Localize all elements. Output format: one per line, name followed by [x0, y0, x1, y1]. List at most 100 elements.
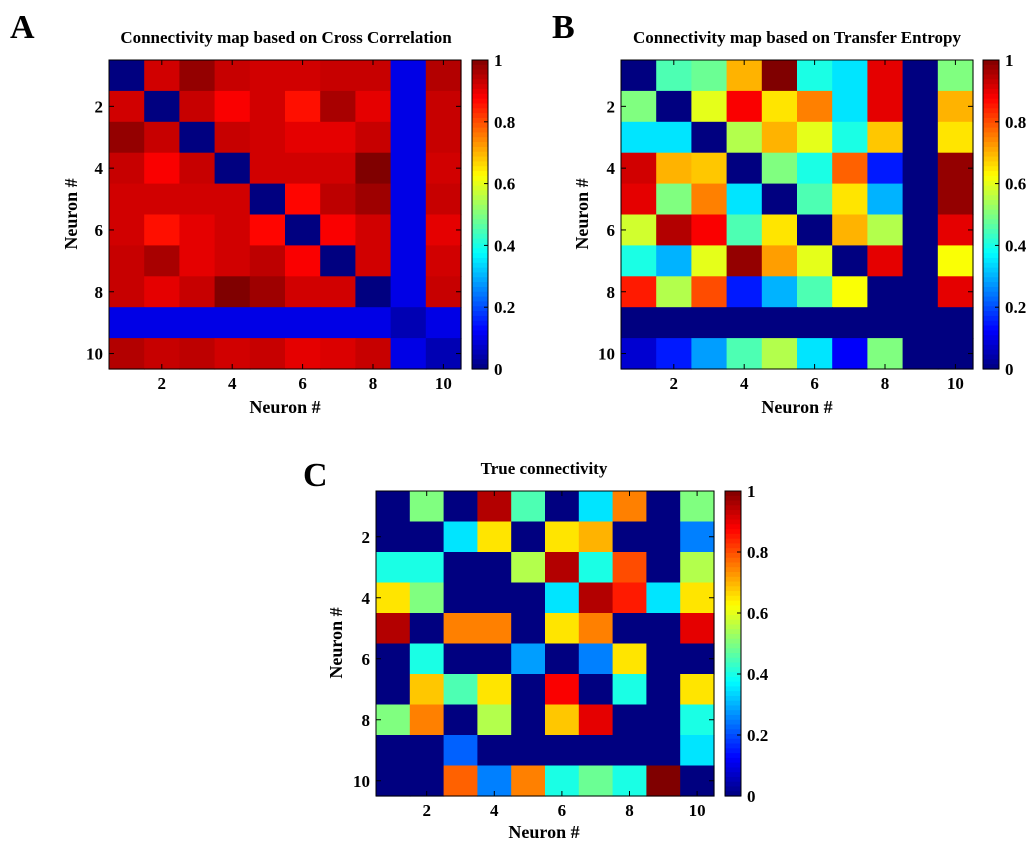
colorbar-segment: [472, 195, 488, 201]
colorbar-segment: [983, 209, 999, 216]
colorbar-segment: [725, 791, 741, 797]
colorbar-segment: [472, 142, 488, 148]
heatmap-cell-r10-c3: [691, 338, 728, 370]
heatmap-cell-r8-c6: [285, 276, 321, 308]
heatmap-cell-r8-c5: [249, 276, 286, 308]
heatmap-cell-r6-c6: [285, 214, 321, 246]
colorbar-segment: [725, 729, 741, 735]
plot-frame: [375, 490, 715, 797]
colorbar-segment: [725, 505, 741, 511]
colorbar-segment: [983, 277, 999, 283]
heatmap-cell-r6-c8: [612, 643, 647, 675]
colorbar-segment: [983, 84, 999, 90]
colorbar-segment: [725, 524, 741, 530]
heatmap-cell-r5-c10: [937, 183, 974, 216]
heatmap-cell-r4-c8: [355, 152, 392, 185]
heatmap-cell-r5-c9: [390, 183, 427, 216]
colorbar-segment: [472, 185, 488, 191]
heatmap-cell-r2-c7: [320, 90, 356, 123]
heatmap-cell-r6-c4: [726, 214, 763, 246]
x-tick-label: 2: [670, 374, 679, 393]
colorbar-tick-label: 0.2: [494, 298, 515, 317]
heatmap-cell-r5-c8: [355, 183, 392, 216]
heatmap-cell-r10-c1: [109, 338, 145, 370]
heatmap-cell-r6-c3: [179, 214, 216, 246]
heatmap-cell-r7-c2: [144, 245, 180, 277]
heatmap-cell-r2-c3: [691, 90, 728, 123]
colorbar-segment: [472, 286, 488, 293]
heatmap-cell-r7-c3: [691, 245, 728, 277]
colorbar-segment: [983, 214, 999, 220]
x-tick-label: 2: [158, 374, 167, 393]
heatmap-cell-r8-c5: [761, 276, 798, 308]
heatmap-cell-r7-c1: [376, 674, 411, 706]
colorbar-segment: [983, 190, 999, 196]
heatmap-cell-r3-c9: [646, 552, 681, 584]
colorbar-segment: [472, 214, 488, 220]
plot-frame: [620, 59, 974, 370]
heatmap-cell-r2-c5: [249, 90, 286, 123]
heatmap-cell-r6-c9: [390, 214, 427, 246]
heatmap-cell-r3-c10: [425, 121, 462, 154]
heatmap-cell-r9-c5: [761, 307, 798, 339]
colorbar-tick-label: 1: [747, 482, 756, 501]
heatmap-cell-r6-c3: [691, 214, 728, 246]
heatmap-cell-r9-c7: [832, 307, 868, 339]
colorbar-segment: [983, 364, 999, 370]
colorbar-segment: [725, 662, 741, 668]
panel-letter-a: A: [10, 9, 35, 46]
panel-a-xlabel: Neuron #: [249, 397, 320, 417]
heatmap-cell-r8-c1: [109, 276, 145, 308]
heatmap-cell-r3-c7: [578, 552, 614, 584]
colorbar-segment: [983, 171, 999, 177]
heatmap-cell-r1-c6: [545, 491, 580, 523]
heatmap-cell-r7-c9: [902, 245, 939, 277]
heatmap-cell-r3-c7: [320, 121, 356, 154]
x-tick-label: 8: [625, 801, 634, 820]
heatmap-cell-r6-c2: [656, 214, 692, 246]
heatmap-cell-r1-c7: [320, 60, 356, 92]
heatmap-cell-r8-c9: [902, 276, 939, 308]
panel-c-colorbar: 0 0.2 0.4 0.6 0.8 1: [724, 482, 769, 806]
heatmap-cell-r7-c10: [937, 245, 974, 277]
heatmap-cell-r10-c9: [646, 765, 681, 797]
colorbar-segment: [725, 710, 741, 716]
heatmap-cell-r8-c6: [797, 276, 833, 308]
heatmap-cell-r6-c10: [937, 214, 974, 246]
x-tick-label: 4: [228, 374, 237, 393]
heatmap-cell-r1-c7: [832, 60, 868, 92]
colorbar-segment: [983, 219, 999, 225]
heatmap-cell-r1-c4: [477, 491, 512, 523]
heatmap-cell-r9-c5: [511, 735, 546, 767]
heatmap-cell-r7-c7: [320, 245, 356, 277]
heatmap-cell-r1-c6: [797, 60, 833, 92]
heatmap-cell-r3-c5: [511, 552, 546, 584]
colorbar-segment: [472, 127, 488, 134]
heatmap-cell-r5-c8: [612, 613, 647, 645]
heatmap-cell-r3-c5: [249, 121, 286, 154]
colorbar-segment: [725, 576, 741, 583]
heatmap-cell-r1-c3: [443, 491, 478, 523]
heatmap-cell-r4-c9: [646, 582, 681, 614]
heatmap-cell-r6-c4: [477, 643, 512, 675]
panel-b-title: Connectivity map based on Transfer Entro…: [633, 28, 961, 47]
heatmap-cell-r7-c1: [621, 245, 657, 277]
colorbar-segment: [472, 171, 488, 177]
heatmap-cell-r6-c5: [511, 643, 546, 675]
colorbar-segment: [725, 748, 741, 754]
colorbar-segment: [725, 595, 741, 602]
heatmap-cell-r3-c4: [214, 121, 251, 154]
heatmap-cell-r6-c2: [409, 643, 445, 675]
colorbar-segment: [472, 122, 488, 129]
colorbar-segment: [725, 681, 741, 687]
heatmap-cell-r4-c1: [621, 152, 657, 185]
colorbar-tick-label: 0.8: [747, 543, 768, 562]
heatmap-cell-r8-c8: [612, 704, 647, 736]
colorbar-segment: [725, 586, 741, 592]
colorbar-segment: [472, 349, 488, 356]
colorbar-segment: [983, 79, 999, 85]
y-tick-label: 2: [95, 97, 104, 116]
heatmap-cell-r5-c6: [285, 183, 321, 216]
heatmap-cell-r3-c6: [285, 121, 321, 154]
colorbar-segment: [472, 156, 488, 162]
